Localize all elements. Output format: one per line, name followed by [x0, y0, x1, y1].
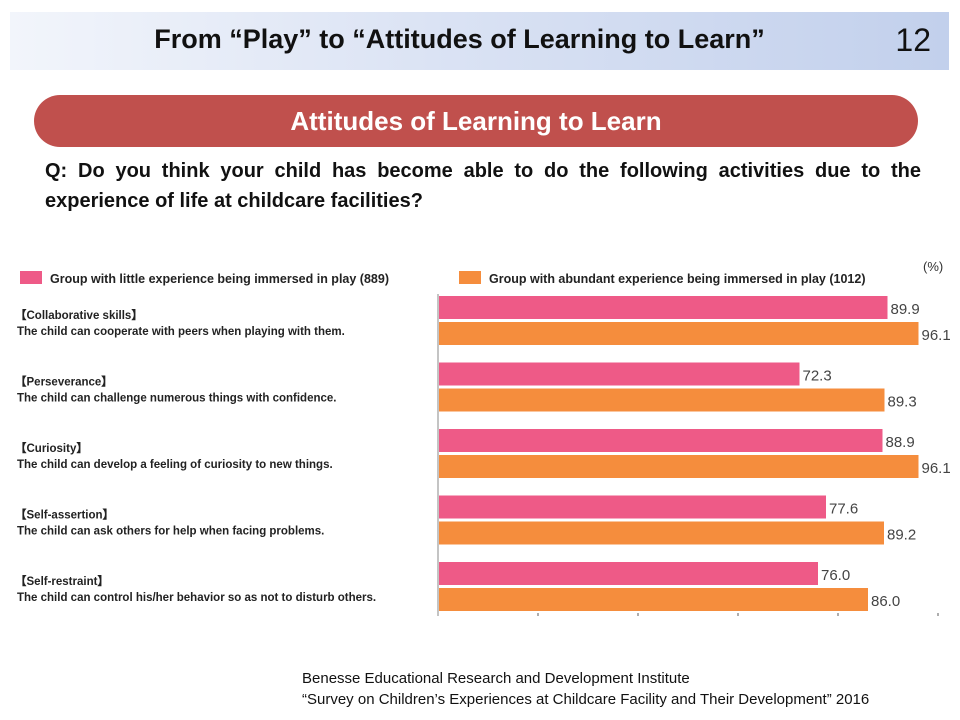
source-citation: Benesse Educational Research and Develop…	[302, 668, 869, 710]
category-text-2: The child can challenge numerous things …	[17, 393, 337, 405]
bar-s2-c1	[439, 322, 919, 345]
data-label-s2-c5: 86.0	[871, 593, 900, 610]
source-line-2: “Survey on Children’s Experiences at Chi…	[302, 691, 870, 708]
unit-label: (%)	[923, 259, 943, 274]
bar-s1-c5	[439, 562, 818, 585]
survey-question: Q: Do you think your child has become ab…	[45, 160, 921, 212]
page-number: 12	[895, 22, 931, 58]
category-text-1: The child can cooperate with peers when …	[17, 326, 345, 338]
data-label-s2-c4: 89.2	[887, 527, 916, 544]
data-label-s1-c5: 76.0	[821, 567, 850, 584]
legend-swatch-2	[459, 271, 481, 284]
slide-title: From “Play” to “Attitudes of Learning to…	[154, 24, 765, 54]
section-banner: Attitudes of Learning to Learn	[34, 95, 918, 147]
category-text-3: The child can develop a feeling of curio…	[17, 459, 333, 471]
legend-label-2: Group with abundant experience being imm…	[489, 272, 865, 286]
category-heading-5: 【Self-restraint】	[15, 575, 109, 588]
section-title: Attitudes of Learning to Learn	[290, 106, 662, 136]
data-label-s2-c2: 89.3	[888, 394, 917, 411]
bar-chart: Group with little experience being immer…	[15, 259, 951, 616]
bar-s1-c1	[439, 296, 888, 319]
category-text-5: The child can control his/her behavior s…	[17, 592, 376, 604]
bar-s2-c3	[439, 455, 919, 478]
bar-s1-c2	[439, 362, 800, 386]
bar-s1-c3	[439, 429, 883, 452]
legend-swatch-1	[20, 271, 42, 284]
data-label-s2-c1: 96.1	[922, 327, 951, 344]
data-label-s1-c2: 72.3	[803, 368, 832, 385]
bar-s1-c4	[439, 495, 826, 519]
legend-label-1: Group with little experience being immer…	[50, 272, 389, 286]
bar-s2-c2	[439, 388, 885, 412]
category-heading-1: 【Collaborative skills】	[15, 309, 143, 322]
category-heading-2: 【Perseverance】	[15, 376, 113, 389]
bar-s2-c5	[439, 588, 868, 611]
category-heading-3: 【Curiosity】	[15, 442, 88, 455]
data-label-s1-c1: 89.9	[891, 301, 920, 318]
source-line-1: Benesse Educational Research and Develop…	[302, 670, 690, 687]
category-text-4: The child can ask others for help when f…	[17, 526, 324, 538]
data-label-s2-c3: 96.1	[922, 460, 951, 477]
bar-s2-c4	[439, 521, 884, 545]
data-label-s1-c4: 77.6	[829, 501, 858, 518]
data-label-s1-c3: 88.9	[886, 434, 915, 451]
category-heading-4: 【Self-assertion】	[15, 509, 114, 522]
title-bar: From “Play” to “Attitudes of Learning to…	[10, 12, 949, 70]
